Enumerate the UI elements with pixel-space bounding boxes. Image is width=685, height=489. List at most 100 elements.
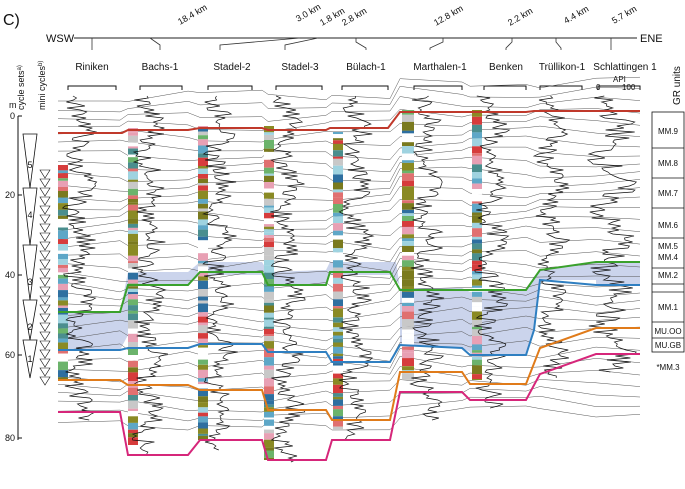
lithology-band	[333, 365, 343, 374]
lithology-band	[333, 140, 343, 144]
lithology-band	[58, 370, 68, 378]
lithology-band	[333, 260, 343, 268]
correlation-line	[57, 166, 641, 192]
lithology-band	[198, 208, 208, 212]
lithology-band	[402, 114, 414, 122]
cycle-set-number: 3	[27, 277, 32, 287]
lithology-band	[128, 272, 138, 280]
correlation-line	[57, 196, 641, 223]
lithology-band	[333, 346, 343, 354]
lithology-band	[58, 297, 68, 301]
lithology-band	[472, 194, 482, 202]
lithology-band	[264, 198, 274, 206]
depth-tick: 60	[5, 350, 15, 360]
lithology-band	[264, 334, 274, 337]
lithology-band	[264, 279, 274, 285]
mini-cycle-triangle	[39, 340, 51, 350]
lithology-band	[198, 178, 208, 184]
lithology-band	[198, 135, 208, 140]
lithology-band	[333, 204, 343, 213]
lithology-band	[58, 377, 68, 380]
lithology-band	[333, 182, 343, 190]
lithology-band	[333, 396, 343, 400]
lithology-band	[58, 267, 68, 273]
cycle-set-number: 5	[27, 160, 32, 170]
lithology-band	[264, 378, 274, 387]
lithology-band	[472, 302, 482, 307]
depth-unit: m	[9, 100, 17, 110]
lithology-band	[333, 158, 343, 166]
lithology-band	[264, 247, 274, 256]
lithology-band	[58, 323, 68, 329]
lithology-band	[472, 203, 482, 213]
lithology-band	[198, 153, 208, 158]
lithology-band	[264, 182, 274, 189]
lithology-band	[333, 252, 343, 261]
lithology-band	[128, 313, 138, 321]
mini-cycle-triangle	[39, 331, 51, 341]
gr-unit-label: MM.7	[658, 189, 679, 198]
lithology-band	[472, 183, 482, 189]
lithology-band	[128, 416, 138, 423]
lithology-band	[198, 369, 208, 378]
lithology-band	[264, 210, 274, 213]
lithology-band	[472, 189, 482, 195]
lithology-band	[472, 146, 482, 154]
correlation-horizons	[58, 110, 640, 461]
lithology-band	[58, 239, 68, 244]
lithology-band	[198, 219, 208, 226]
lithology-band	[472, 350, 482, 353]
correlation-line	[57, 135, 641, 162]
panel-label: C)	[3, 12, 20, 29]
lithology-band	[198, 168, 208, 174]
lithology-band	[333, 216, 343, 224]
lithology-band	[333, 248, 343, 253]
mini-cycle-triangle	[39, 349, 51, 359]
lithology-band	[333, 317, 343, 323]
lithology-band	[264, 411, 274, 418]
lithology-band	[472, 319, 482, 327]
lithology-band	[333, 212, 343, 217]
lithology-band	[472, 365, 482, 375]
lithology-band	[333, 393, 343, 397]
lithology-band	[264, 175, 274, 183]
lithology-band	[58, 180, 68, 187]
gr-unit-label: *MM.3	[656, 363, 680, 372]
lithology-band	[198, 272, 208, 277]
lithology-band	[198, 183, 208, 186]
lithology-band	[198, 333, 208, 339]
mini-cycle-triangle	[39, 250, 51, 260]
correlation-line	[57, 175, 641, 203]
lithology-band	[472, 212, 482, 216]
lithology-band	[264, 369, 274, 379]
lithology-band	[128, 387, 138, 395]
lithology-band	[333, 342, 343, 347]
lithology-band	[198, 312, 208, 317]
lithology-band	[333, 405, 343, 410]
lithology-band	[472, 178, 482, 184]
correlation-line	[57, 156, 641, 183]
lithology-band	[472, 172, 482, 179]
lithology-band	[58, 259, 68, 265]
lithology-band	[333, 356, 343, 359]
correlation-line	[57, 405, 641, 431]
lithology-band	[264, 255, 274, 260]
lithology-band	[402, 213, 414, 216]
lithology-band	[402, 142, 414, 147]
lithology-band	[128, 148, 138, 155]
lithology-band	[128, 171, 138, 180]
lithology-band	[264, 212, 274, 219]
lithology-band	[402, 319, 414, 327]
lithology-band	[472, 311, 482, 320]
mini-cycle-triangle	[39, 169, 51, 179]
lithology-band	[128, 263, 138, 269]
lithology-band	[128, 310, 138, 314]
lithology-band	[128, 355, 138, 361]
lithology-band	[402, 193, 414, 201]
lithology-band	[264, 317, 274, 320]
correlation-line	[57, 250, 641, 273]
lithology-band	[333, 235, 343, 240]
correlation-line	[57, 379, 641, 402]
lithology-band	[128, 294, 138, 300]
